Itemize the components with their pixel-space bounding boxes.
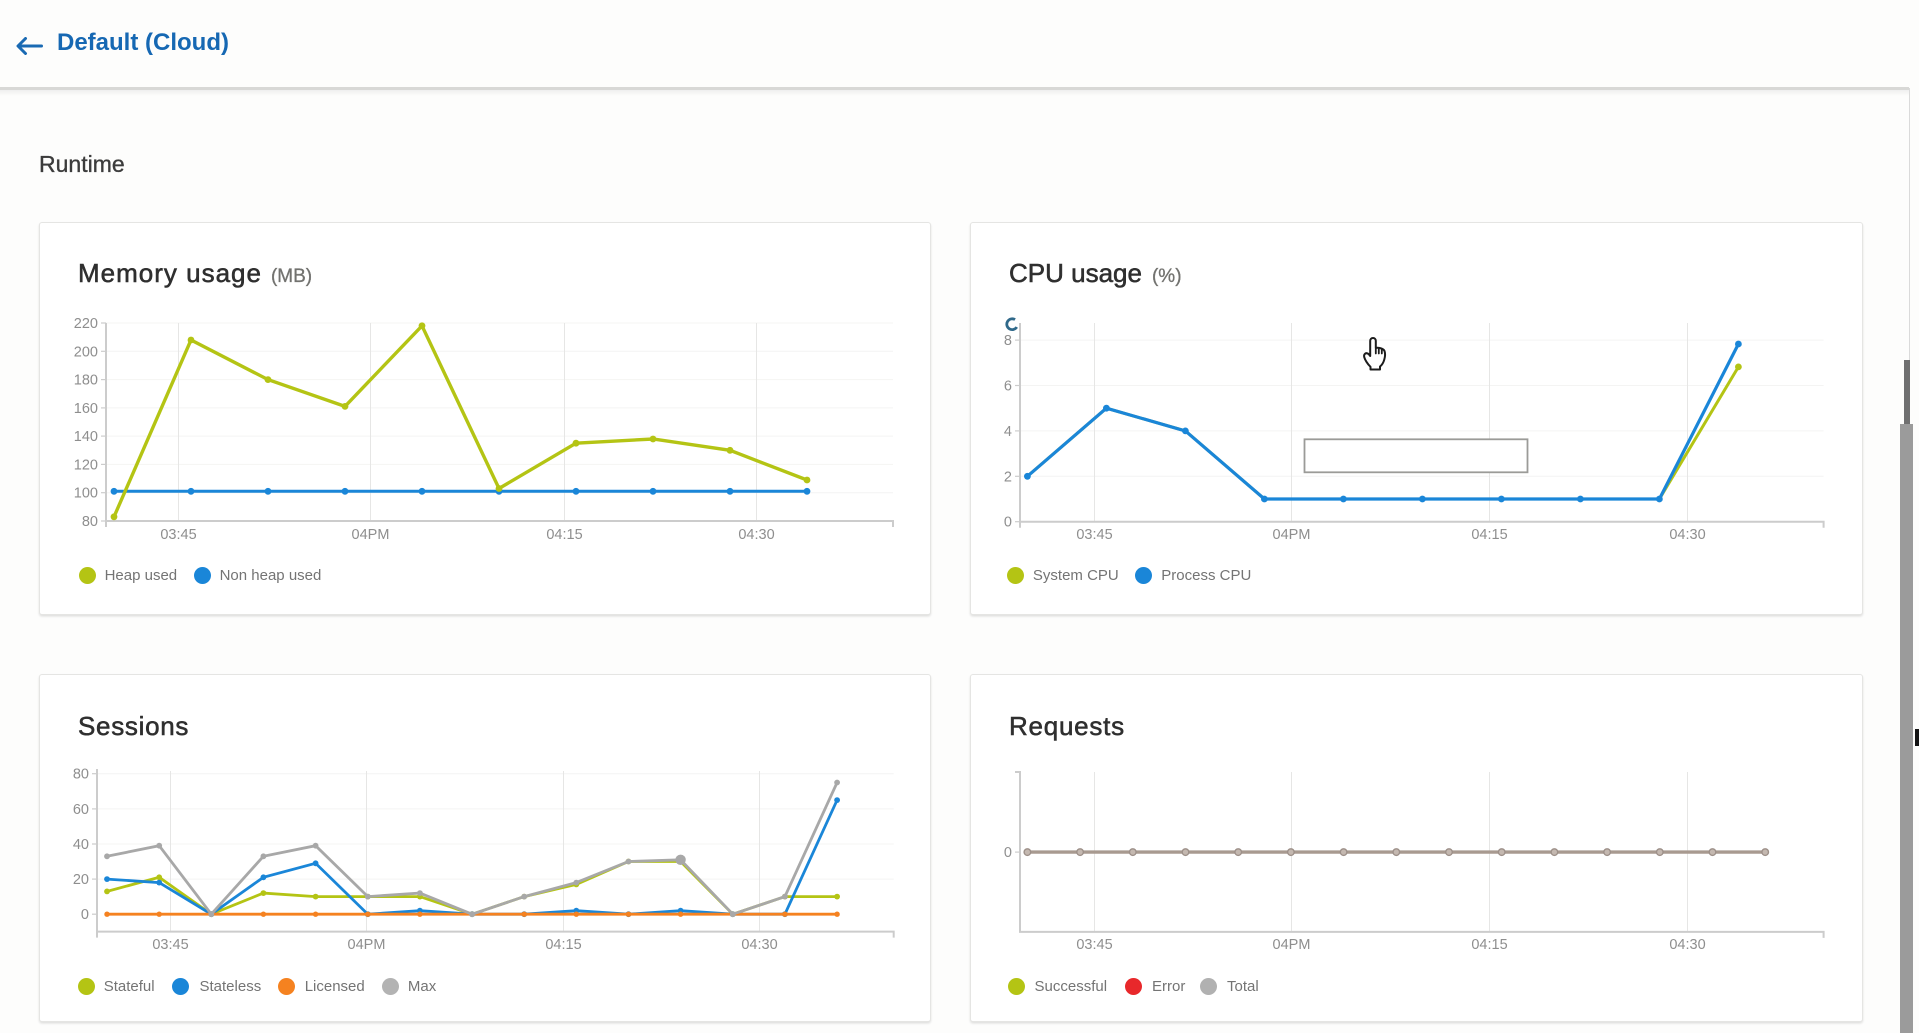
svg-text:04PM: 04PM bbox=[1273, 527, 1311, 543]
svg-text:04:15: 04:15 bbox=[545, 937, 581, 953]
svg-text:120: 120 bbox=[74, 457, 98, 473]
svg-text:03:45: 03:45 bbox=[1076, 527, 1112, 543]
svg-text:100: 100 bbox=[74, 486, 98, 502]
svg-text:220: 220 bbox=[74, 316, 98, 332]
svg-text:04PM: 04PM bbox=[352, 527, 390, 543]
svg-text:0: 0 bbox=[1004, 845, 1012, 861]
svg-text:04:30: 04:30 bbox=[741, 937, 777, 953]
svg-text:03:45: 03:45 bbox=[160, 527, 196, 543]
svg-text:03:45: 03:45 bbox=[152, 937, 188, 953]
svg-text:04:15: 04:15 bbox=[1471, 937, 1507, 953]
svg-text:140: 140 bbox=[74, 429, 98, 445]
svg-text:180: 180 bbox=[74, 373, 98, 389]
svg-text:03:45: 03:45 bbox=[1076, 937, 1112, 953]
svg-text:04:30: 04:30 bbox=[1669, 527, 1705, 543]
svg-text:04PM: 04PM bbox=[1273, 937, 1311, 953]
svg-text:04PM: 04PM bbox=[348, 937, 386, 953]
svg-text:04:15: 04:15 bbox=[1471, 527, 1507, 543]
svg-text:04:15: 04:15 bbox=[546, 527, 582, 543]
svg-text:04:30: 04:30 bbox=[1669, 937, 1705, 953]
svg-text:200: 200 bbox=[74, 344, 98, 360]
svg-text:0: 0 bbox=[1004, 515, 1012, 531]
svg-text:160: 160 bbox=[74, 401, 98, 417]
svg-text:80: 80 bbox=[73, 767, 89, 783]
svg-text:2: 2 bbox=[1004, 469, 1012, 485]
svg-text:40: 40 bbox=[73, 837, 89, 853]
svg-text:0: 0 bbox=[81, 907, 89, 923]
svg-text:80: 80 bbox=[82, 514, 98, 530]
svg-text:4: 4 bbox=[1004, 424, 1012, 440]
svg-text:20: 20 bbox=[73, 872, 89, 888]
svg-text:04:30: 04:30 bbox=[738, 527, 774, 543]
svg-text:8: 8 bbox=[1004, 333, 1012, 349]
svg-text:60: 60 bbox=[73, 802, 89, 818]
svg-text:6: 6 bbox=[1004, 379, 1012, 395]
